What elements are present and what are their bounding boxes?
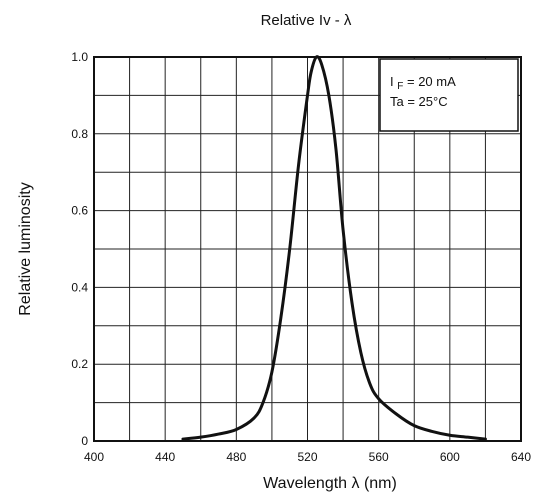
x-tick-labels: 400 440 480 520 560 600 640 xyxy=(84,450,531,464)
x-tick-label: 400 xyxy=(84,450,104,464)
annotation-line-2: Ta = 25°C xyxy=(390,94,448,109)
x-tick-label: 520 xyxy=(297,450,317,464)
y-tick-label: 0.4 xyxy=(71,280,88,294)
x-axis-label: Wavelength λ (nm) xyxy=(263,475,397,492)
y-axis-label: Relative luminosity xyxy=(17,182,34,315)
series-line xyxy=(181,55,487,441)
x-tick-label: 600 xyxy=(440,450,460,464)
annotation-line-1-suffix: = 20 mA xyxy=(407,74,456,89)
annotation-box-frame xyxy=(379,58,519,132)
x-tick-label: 440 xyxy=(155,450,175,464)
y-tick-label: 0.8 xyxy=(71,127,88,141)
annotation-box: I F = 20 mA Ta = 25°C xyxy=(379,58,519,132)
annotation-line-1-prefix: I xyxy=(390,74,394,89)
y-tick-labels: 0 0.2 0.4 0.6 0.8 1.0 xyxy=(71,50,88,448)
x-tick-label: 560 xyxy=(369,450,389,464)
x-tick-label: 480 xyxy=(226,450,246,464)
chart-title: Relative Iv - λ xyxy=(261,12,352,29)
y-tick-label: 1.0 xyxy=(71,50,88,64)
annotation-line-1-subscript: F xyxy=(397,81,403,92)
y-tick-label: 0.6 xyxy=(71,204,88,218)
annotation-line-1: I F = 20 mA xyxy=(390,74,456,92)
y-tick-label: 0.2 xyxy=(71,357,88,371)
y-tick-label: 0 xyxy=(81,434,88,448)
plot-frame xyxy=(93,56,522,442)
x-tick-label: 640 xyxy=(511,450,531,464)
